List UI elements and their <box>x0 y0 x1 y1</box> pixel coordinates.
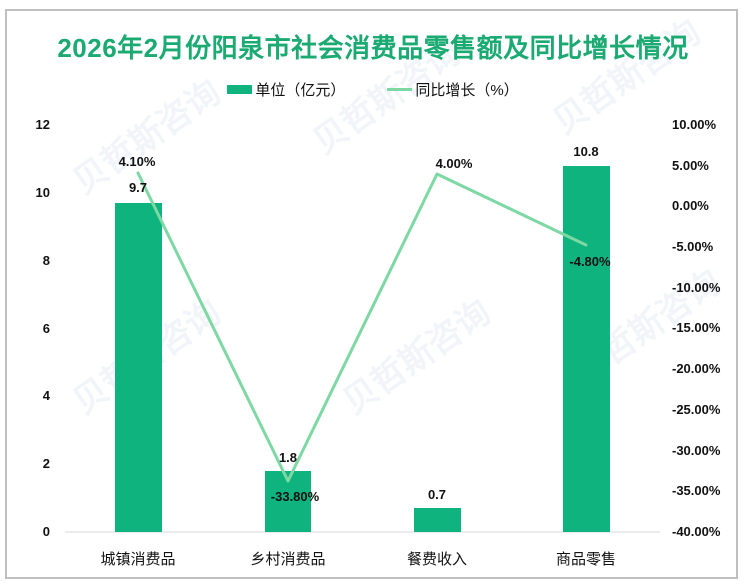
x-axis-label: 餐费收入 <box>406 551 467 568</box>
right-axis-tick: -30.00% <box>672 443 721 458</box>
line-value-label: -33.80% <box>271 489 320 504</box>
left-axis-tick: 0 <box>42 524 50 539</box>
right-axis-tick: -35.00% <box>672 483 721 498</box>
right-axis-tick: 10.00% <box>672 117 717 132</box>
bar-retail-goods[interactable] <box>563 166 610 532</box>
bar-value-label: 10.8 <box>573 144 598 159</box>
left-axis-tick: 4 <box>42 388 50 403</box>
line-swatch-icon <box>387 88 413 91</box>
right-axis-tick: -20.00% <box>672 361 721 376</box>
right-axis-tick: -15.00% <box>672 320 721 335</box>
bar-value-label: 9.7 <box>129 180 147 195</box>
left-axis-tick: 8 <box>42 253 50 268</box>
chart-title: 2026年2月份阳泉市社会消费品零售额及同比增长情况 <box>57 33 689 63</box>
right-axis-tick: -40.00% <box>672 524 721 539</box>
left-axis-tick: 12 <box>35 117 50 132</box>
legend: 单位（亿元） 同比增长（%） <box>0 79 746 100</box>
right-axis-tick: -25.00% <box>672 402 721 417</box>
right-axis-tick: -10.00% <box>672 280 721 295</box>
line-value-label: 4.00% <box>436 156 473 171</box>
line-value-label: -4.80% <box>569 254 611 269</box>
growth-line[interactable] <box>136 171 588 483</box>
legend-item-bar[interactable]: 单位（亿元） <box>227 79 345 100</box>
bar-catering-revenue[interactable] <box>414 508 461 532</box>
left-axis-tick: 10 <box>35 185 50 200</box>
x-axis-label: 乡村消费品 <box>250 551 326 568</box>
right-axis-tick: -5.00% <box>672 239 714 254</box>
left-axis-tick: 2 <box>42 456 50 471</box>
x-axis-label: 商品零售 <box>555 551 616 568</box>
bar-value-label: 0.7 <box>428 487 446 502</box>
right-axis-tick: 0.00% <box>672 198 709 213</box>
line-value-label: 4.10% <box>119 154 156 169</box>
legend-bar-label: 单位（亿元） <box>255 82 346 99</box>
bar-swatch-icon <box>227 85 253 94</box>
legend-line-label: 同比增长（%） <box>415 82 519 99</box>
right-axis-tick: 5.00% <box>672 158 709 173</box>
bar-urban-consumer-goods[interactable] <box>115 203 162 532</box>
left-axis-tick: 6 <box>42 321 50 336</box>
bar-value-label: 1.8 <box>279 450 297 465</box>
x-axis-label: 城镇消费品 <box>100 551 176 568</box>
legend-item-line[interactable]: 同比增长（%） <box>387 79 519 100</box>
